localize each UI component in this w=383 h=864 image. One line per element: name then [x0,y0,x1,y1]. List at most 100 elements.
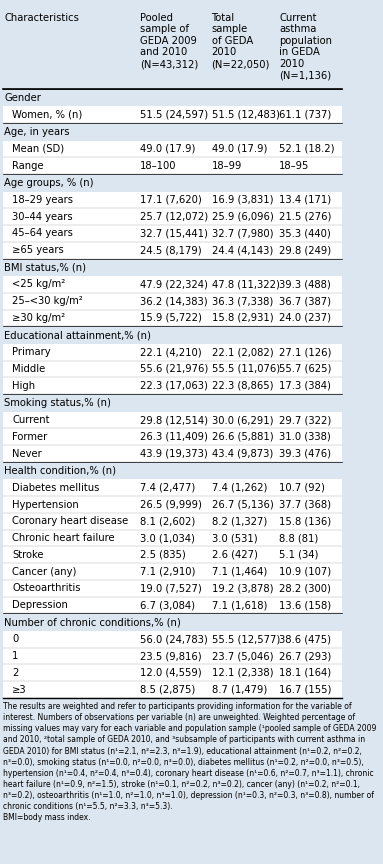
Text: 7.4 (1,262): 7.4 (1,262) [211,483,267,492]
Text: 7.1 (1,464): 7.1 (1,464) [211,567,267,576]
Text: Osteoarthritis: Osteoarthritis [12,583,80,594]
Bar [3,9,342,89]
Text: 8.8 (81): 8.8 (81) [279,533,319,543]
Text: 25.9 (6,096): 25.9 (6,096) [211,212,273,222]
Text: 0: 0 [12,634,18,645]
Text: 55.7 (625): 55.7 (625) [279,364,332,374]
Bar [3,597,342,613]
Text: Range: Range [12,161,44,171]
Text: 61.1 (737): 61.1 (737) [279,110,332,120]
Text: 56.0 (24,783): 56.0 (24,783) [140,634,208,645]
Text: 18–100: 18–100 [140,161,177,171]
Text: 28.2 (300): 28.2 (300) [279,583,331,594]
Text: 51.5 (12,483): 51.5 (12,483) [211,110,279,120]
Text: Educational attainment,% (n): Educational attainment,% (n) [4,330,151,340]
Text: 7.1 (1,618): 7.1 (1,618) [211,600,267,610]
Text: 8.5 (2,875): 8.5 (2,875) [140,684,196,695]
Text: Pooled
sample of
GEDA 2009
and 2010
(N=43,312): Pooled sample of GEDA 2009 and 2010 (N=4… [140,13,199,69]
Bar [3,157,342,174]
Text: 5.1 (34): 5.1 (34) [279,550,319,560]
Text: High: High [12,381,35,391]
Text: 29.7 (322): 29.7 (322) [279,415,332,425]
Text: <25 kg/m²: <25 kg/m² [12,279,65,289]
Text: Gender: Gender [4,92,41,103]
Text: 3.0 (1,034): 3.0 (1,034) [140,533,195,543]
Bar [3,226,342,242]
Text: 18–95: 18–95 [279,161,310,171]
Bar [3,309,342,327]
Bar [3,208,342,226]
Text: Total
sample
of GEDA
2010
(N=22,050): Total sample of GEDA 2010 (N=22,050) [211,13,270,69]
Text: 25.7 (12,072): 25.7 (12,072) [140,212,208,222]
Text: 24.4 (4,143): 24.4 (4,143) [211,245,273,255]
Bar [3,462,342,480]
Text: Never: Never [12,448,42,459]
Bar [3,496,342,513]
Text: 15.9 (5,722): 15.9 (5,722) [140,313,202,323]
Text: 23.7 (5,046): 23.7 (5,046) [211,651,273,661]
Bar [3,563,342,580]
Text: 26.6 (5,881): 26.6 (5,881) [211,432,273,442]
Text: 3.0 (531): 3.0 (531) [211,533,257,543]
Text: 37.7 (368): 37.7 (368) [279,499,331,510]
Text: 39.3 (476): 39.3 (476) [279,448,331,459]
Text: 10.7 (92): 10.7 (92) [279,483,325,492]
Text: 31.0 (338): 31.0 (338) [279,432,331,442]
Text: 19.0 (7,527): 19.0 (7,527) [140,583,202,594]
Text: 10.9 (107): 10.9 (107) [279,567,331,576]
Bar [3,258,342,276]
Text: ≥3: ≥3 [12,684,27,695]
Text: 26.7 (293): 26.7 (293) [279,651,332,661]
Text: ≥30 kg/m²: ≥30 kg/m² [12,313,65,323]
Text: Primary: Primary [12,347,51,357]
Text: 30.0 (6,291): 30.0 (6,291) [211,415,273,425]
Text: 49.0 (17.9): 49.0 (17.9) [211,144,267,154]
Text: 16.9 (3,831): 16.9 (3,831) [211,195,273,205]
Bar [3,631,342,648]
Text: 32.7 (7,980): 32.7 (7,980) [211,228,273,238]
Text: 16.7 (155): 16.7 (155) [279,684,332,695]
Text: 15.8 (136): 15.8 (136) [279,517,331,526]
Text: 39.3 (488): 39.3 (488) [279,279,331,289]
Bar [3,445,342,462]
Text: 26.7 (5,136): 26.7 (5,136) [211,499,273,510]
Text: 22.3 (8,865): 22.3 (8,865) [211,381,273,391]
Text: 27.1 (126): 27.1 (126) [279,347,332,357]
Text: BMI status,% (n): BMI status,% (n) [4,263,86,272]
Text: 32.7 (15,441): 32.7 (15,441) [140,228,208,238]
Bar [3,293,342,309]
Text: 8.1 (2,602): 8.1 (2,602) [140,517,196,526]
Text: 13.4 (171): 13.4 (171) [279,195,331,205]
Text: 17.3 (384): 17.3 (384) [279,381,331,391]
Text: 2: 2 [12,668,18,678]
Text: 18–99: 18–99 [211,161,242,171]
Bar [3,480,342,496]
Bar [3,123,342,141]
Text: 8.7 (1,479): 8.7 (1,479) [211,684,267,695]
Text: 22.1 (2,082): 22.1 (2,082) [211,347,273,357]
Text: Current
asthma
population
in GEDA
2010
(N=1,136): Current asthma population in GEDA 2010 (… [279,13,332,80]
Text: 55.5 (12,577): 55.5 (12,577) [211,634,280,645]
Text: Age, in years: Age, in years [4,127,70,137]
Text: 52.1 (18.2): 52.1 (18.2) [279,144,335,154]
Text: Hypertension: Hypertension [12,499,79,510]
Bar [3,360,342,378]
Text: Stroke: Stroke [12,550,44,560]
Bar [3,429,342,445]
Text: Mean (SD): Mean (SD) [12,144,64,154]
Bar [3,174,342,192]
Text: 15.8 (2,931): 15.8 (2,931) [211,313,273,323]
Text: 26.3 (11,409): 26.3 (11,409) [140,432,208,442]
Text: Number of chronic conditions,% (n): Number of chronic conditions,% (n) [4,617,181,627]
Text: 24.0 (237): 24.0 (237) [279,313,331,323]
Text: 26.5 (9,999): 26.5 (9,999) [140,499,202,510]
Text: 22.1 (4,210): 22.1 (4,210) [140,347,202,357]
Text: Smoking status,% (n): Smoking status,% (n) [4,398,111,408]
Bar [3,106,342,123]
Bar [3,276,342,293]
Bar [3,394,342,411]
Bar [3,242,342,258]
Text: Depression: Depression [12,600,68,610]
Text: 12.1 (2,338): 12.1 (2,338) [211,668,273,678]
Text: 8.2 (1,327): 8.2 (1,327) [211,517,267,526]
